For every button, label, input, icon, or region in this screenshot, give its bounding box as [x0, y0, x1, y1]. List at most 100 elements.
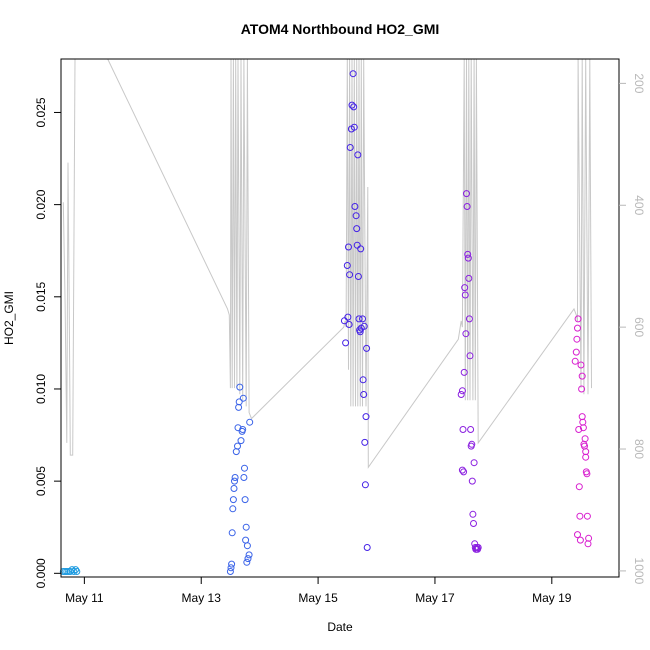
scatter-points-layer	[59, 70, 593, 575]
y-tick-label: 0.000	[34, 558, 48, 588]
data-point	[582, 453, 590, 461]
data-point	[363, 344, 371, 352]
data-point	[346, 144, 354, 151]
chart-title: ATOM4 Northbound HO2_GMI	[241, 21, 440, 37]
x-tick-label: May 15	[298, 591, 338, 605]
data-point	[345, 321, 353, 328]
data-point	[243, 542, 251, 550]
data-point	[361, 438, 369, 446]
data-point	[575, 483, 583, 491]
data-point	[461, 284, 469, 292]
x-axis: May 11 May 13 May 15 May 17 May 19	[65, 577, 572, 605]
data-point	[572, 348, 580, 356]
data-point	[235, 398, 243, 406]
data-point	[229, 496, 237, 504]
data-point	[343, 262, 351, 269]
y-tick-label: 0.020	[34, 189, 48, 219]
data-point	[241, 464, 248, 472]
data-point	[361, 481, 369, 489]
data-point	[245, 551, 253, 559]
data-point	[585, 534, 593, 542]
data-point	[577, 361, 585, 369]
data-point	[470, 459, 478, 467]
data-point	[356, 328, 364, 336]
data-point	[474, 544, 482, 551]
data-point	[460, 368, 468, 376]
data-point	[468, 477, 476, 485]
data-point	[228, 560, 236, 568]
data-point	[232, 448, 240, 456]
data-point	[465, 274, 473, 282]
data-point	[72, 566, 80, 574]
data-point	[350, 103, 358, 111]
y-tick-label: 0.015	[34, 281, 48, 311]
data-point	[344, 313, 352, 321]
data-point	[73, 568, 81, 575]
data-point	[576, 536, 584, 544]
data-point	[459, 426, 467, 433]
data-point	[70, 568, 78, 575]
data-point	[244, 555, 252, 563]
data-point	[359, 376, 367, 384]
data-point	[355, 315, 363, 323]
data-point	[231, 474, 239, 481]
data-point	[354, 151, 362, 159]
data-point	[242, 536, 250, 544]
data-point	[464, 254, 472, 262]
data-point	[469, 510, 477, 518]
data-point	[229, 505, 237, 513]
data-point	[359, 315, 366, 323]
data-point	[340, 317, 348, 325]
data-point	[246, 418, 254, 426]
y2-tick-label: 600	[632, 317, 646, 337]
data-point	[460, 468, 468, 476]
data-point	[466, 352, 474, 360]
y2-axis: 200 400 600 800 1000	[619, 73, 646, 585]
y2-tick-label: 800	[632, 439, 646, 459]
data-point	[576, 512, 584, 520]
data-point	[581, 435, 589, 443]
data-point	[583, 512, 591, 520]
data-point	[226, 568, 234, 575]
data-point	[360, 322, 368, 330]
data-point	[342, 339, 350, 347]
data-point	[353, 225, 361, 233]
data-point	[236, 383, 244, 391]
data-point	[461, 291, 469, 299]
data-point	[352, 212, 360, 220]
data-point	[350, 123, 358, 131]
data-point	[463, 190, 470, 198]
y-tick-label: 0.010	[34, 374, 48, 404]
y-axis-label: HO2_GMI	[2, 291, 16, 345]
data-point	[363, 544, 371, 551]
data-point	[458, 466, 466, 474]
pressure-line	[62, 58, 592, 469]
data-point	[241, 496, 249, 504]
data-point	[462, 330, 470, 338]
data-point	[240, 474, 248, 481]
data-point	[574, 315, 582, 323]
plot-frame	[60, 58, 620, 578]
data-point	[237, 437, 245, 445]
data-point	[345, 243, 352, 251]
data-point	[242, 523, 250, 531]
y2-tick-label: 200	[632, 73, 646, 93]
data-point	[579, 424, 587, 432]
data-point	[578, 372, 586, 380]
data-point	[463, 203, 471, 210]
data-point	[457, 391, 465, 398]
data-point	[68, 566, 76, 574]
data-point	[348, 101, 356, 109]
data-point	[464, 250, 472, 258]
data-point	[578, 413, 586, 421]
data-point	[362, 413, 370, 421]
data-point	[231, 477, 238, 485]
data-point	[239, 394, 247, 402]
data-point	[458, 387, 466, 395]
data-point	[228, 529, 236, 537]
data-point	[583, 470, 591, 478]
data-point	[234, 424, 242, 432]
data-point	[354, 273, 362, 280]
data-point	[468, 440, 476, 448]
data-point	[349, 70, 357, 78]
